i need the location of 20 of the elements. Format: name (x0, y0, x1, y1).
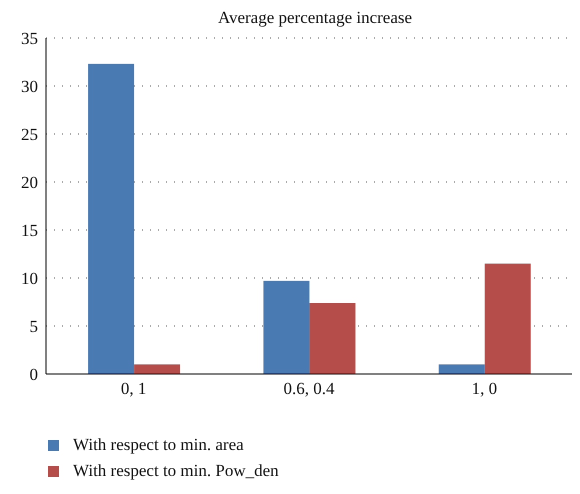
y-tick-label: 30 (21, 77, 38, 96)
legend-label: With respect to min. area (73, 434, 244, 456)
y-tick-label: 5 (30, 317, 38, 336)
x-tick-label: 1, 0 (472, 379, 498, 398)
chart-title: Average percentage increase (216, 8, 414, 28)
x-tick-label: 0.6, 0.4 (284, 379, 335, 398)
legend-label: With respect to min. Pow_den (73, 460, 279, 482)
y-tick-label: 0 (30, 365, 38, 384)
y-tick-label: 20 (21, 173, 38, 192)
bar (484, 264, 531, 374)
bar (134, 364, 180, 374)
bar (88, 64, 134, 374)
y-tick-label: 25 (21, 125, 38, 144)
bar (309, 302, 356, 374)
y-tick-label: 35 (21, 29, 38, 48)
y-tick-label: 15 (21, 221, 38, 240)
x-tick-label: 0, 1 (120, 379, 146, 398)
bar (438, 364, 485, 374)
y-tick-label: 10 (21, 269, 38, 288)
bar (263, 280, 310, 374)
